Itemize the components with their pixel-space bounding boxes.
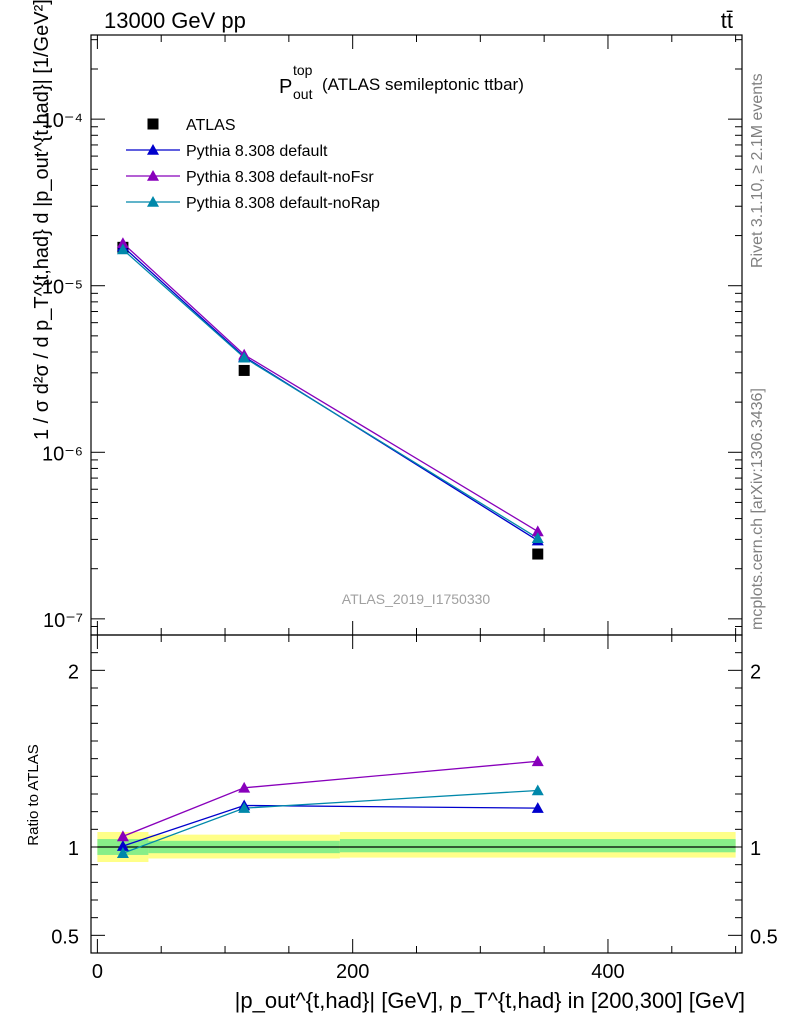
ratio-y-tick-label-right: 1 [750,838,761,860]
ratio-data-point [531,755,544,767]
mc-data-point [238,351,251,363]
x-tick-label: 400 [591,961,624,983]
plot-title-superscript: top [293,62,313,78]
legend: ATLAS Pythia 8.308 default Pythia 8.308 de… [126,117,380,212]
legend-label: Pythia 8.308 default-noFsr [186,169,374,186]
legend-marker [147,196,159,207]
legend-marker [147,144,159,155]
x-tick-label: 0 [92,961,103,983]
main-series-line [122,249,539,539]
legend-label: Pythia 8.308 default-noRap [186,195,380,212]
atlas-data-point [238,364,250,376]
ratio-data-point [116,847,129,858]
legend-label: Pythia 8.308 default [186,143,328,160]
x-axis-label: |p_out^{t,had}| [GeV], p_T^{t,had} in [2… [235,988,745,1013]
mc-data-point [531,525,544,537]
x-tick-label: 200 [336,961,369,983]
ratio-data-point [531,802,544,813]
ratio-y-tick-label: 2 [68,661,79,683]
ratio-y-tick-label: 1 [68,838,79,860]
rivet-label: Rivet 3.1.10, ≥ 2.1M events [749,73,766,268]
legend-marker [147,170,159,181]
energy-label: 13000 GeV pp [104,8,246,33]
main-panel: 10⁻⁷ 10⁻⁶ 10⁻⁵ 10⁻⁴ P top out (ATLAS semile… [31,0,743,636]
ratio-panel: Ratio to ATLAS 0 200 400 0.5 0.5 1 1 2 2 [25,634,778,983]
main-y-tick-label: 10⁻⁷ [43,610,83,632]
ratio-data-point [531,784,544,796]
legend-atlas-marker [147,118,159,130]
uncertainty-band-green [339,839,736,853]
mc-data-point [116,243,129,255]
plot-title-subscript: out [293,86,313,102]
atlas-data-point [532,548,544,560]
main-y-tick-label: 10⁻⁶ [42,443,83,465]
mc-data-point [531,532,544,543]
ratio-data-point [238,802,251,813]
mc-data-point [116,237,129,248]
ratio-y-tick-label-right: 0.5 [750,926,778,948]
ratio-data-point [238,781,251,793]
ratio-data-point [116,830,129,842]
ratio-y-tick-label: 0.5 [51,926,79,948]
ratio-y-tick-label-right: 2 [750,661,761,683]
plot-title-rest: (ATLAS semileptonic ttbar) [322,75,524,94]
process-label: tt̄ [721,8,733,33]
source-label: mcplots.cern.ch [arXiv:1306.3436] [749,388,766,630]
main-series-line [122,242,539,532]
plot-title: P [279,76,292,98]
main-y-tick-label: 10⁻⁴ [42,110,83,132]
legend-label: ATLAS [186,117,236,134]
main-y-tick-label: 10⁻⁵ [42,277,83,299]
main-series-line [122,246,539,542]
analysis-watermark: ATLAS_2019_I1750330 [342,591,491,607]
ratio-panel-frame [90,634,743,954]
main-y-axis-label: 1 / σ d²σ / d p_T^{t,had} d |p_out^{t,ha… [31,0,53,440]
ratio-data-point [116,840,129,851]
ratio-y-axis-label: Ratio to ATLAS [25,744,42,845]
